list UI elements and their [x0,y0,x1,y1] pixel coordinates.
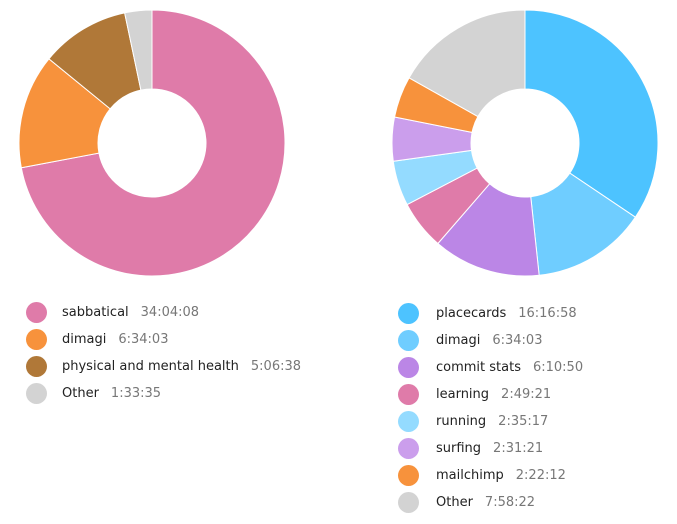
legend-name: Other [62,386,99,401]
legend-swatch [398,357,419,378]
slice-dimagi[interactable] [18,58,111,169]
legend-value: 34:04:08 [140,305,200,320]
legend-right: placecards 16:16:58 dimagi 6:34:03 commit st… [398,300,668,516]
legend-item[interactable]: sabbatical 34:04:08 [26,299,326,326]
legend-item[interactable]: Other 7:58:22 [398,489,668,516]
legend-label: commit stats 6:10:50 [436,360,583,375]
legend-name: sabbatical [62,305,129,320]
legend-swatch [398,492,419,513]
legend-name: running [436,414,487,429]
legend-name: placecards [436,306,507,321]
legend-value: 2:49:21 [501,387,552,402]
legend-value: 6:34:03 [492,333,543,348]
legend-name: Other [436,495,473,510]
legend-item[interactable]: running 2:35:17 [398,408,668,435]
legend-label: dimagi 6:34:03 [436,333,542,348]
legend-label: Other 1:33:35 [62,386,161,401]
legend-swatch [398,465,419,486]
legend-label: sabbatical 34:04:08 [62,305,199,320]
legend-value: 7:58:22 [484,495,536,510]
legend-name: surfing [436,441,482,456]
legend-swatch [398,384,419,405]
legend-swatch [26,356,47,377]
legend-item[interactable]: surfing 2:31:21 [398,435,668,462]
legend-label: Other 7:58:22 [436,495,535,510]
legend-value: 2:22:12 [515,468,566,483]
legend-swatch [398,411,419,432]
legend-value: 6:10:50 [532,360,584,375]
legend-label: surfing 2:31:21 [436,441,543,456]
legend-name: dimagi [436,333,481,348]
legend-item[interactable]: mailchimp 2:22:12 [398,462,668,489]
legend-item[interactable]: dimagi 6:34:03 [26,326,326,353]
donut-charts [18,9,659,277]
legend-swatch [26,302,47,323]
legend-swatch [398,330,419,351]
legend-label: physical and mental health 5:06:38 [62,359,301,374]
legend-label: running 2:35:17 [436,414,548,429]
slice-other[interactable] [408,9,526,118]
slice-other[interactable] [124,9,153,91]
legend-name: mailchimp [436,468,504,483]
legend-item[interactable]: learning 2:49:21 [398,381,668,408]
legend-name: dimagi [62,332,107,347]
legend-name: physical and mental health [62,359,239,374]
legend-value: 16:16:58 [518,306,577,321]
slice-dimagi[interactable] [530,172,637,276]
legend-swatch [398,303,419,324]
legend-swatch [26,383,47,404]
legend-label: mailchimp 2:22:12 [436,468,566,483]
legend-item[interactable]: commit stats 6:10:50 [398,354,668,381]
legend-item[interactable]: placecards 16:16:58 [398,300,668,327]
legend-value: 5:06:38 [250,359,302,374]
legend-name: commit stats [436,360,521,375]
legend-item[interactable]: physical and mental health 5:06:38 [26,353,326,380]
legend-value: 2:31:21 [493,441,544,456]
slice-placecards[interactable] [524,9,659,218]
slice-sabbatical[interactable] [20,9,286,277]
legend-swatch [398,438,419,459]
legend-item[interactable]: Other 1:33:35 [26,380,326,407]
legend-label: dimagi 6:34:03 [62,332,168,347]
legend-value: 6:34:03 [118,332,169,347]
legend-label: learning 2:49:21 [436,387,551,402]
legend-item[interactable]: dimagi 6:34:03 [398,327,668,354]
legend-swatch [26,329,47,350]
legend-value: 1:33:35 [110,386,162,401]
legend-value: 2:35:17 [498,414,549,429]
legend-label: placecards 16:16:58 [436,306,577,321]
legend-left: sabbatical 34:04:08 dimagi 6:34:03 physical … [26,299,326,407]
legend-name: learning [436,387,490,402]
